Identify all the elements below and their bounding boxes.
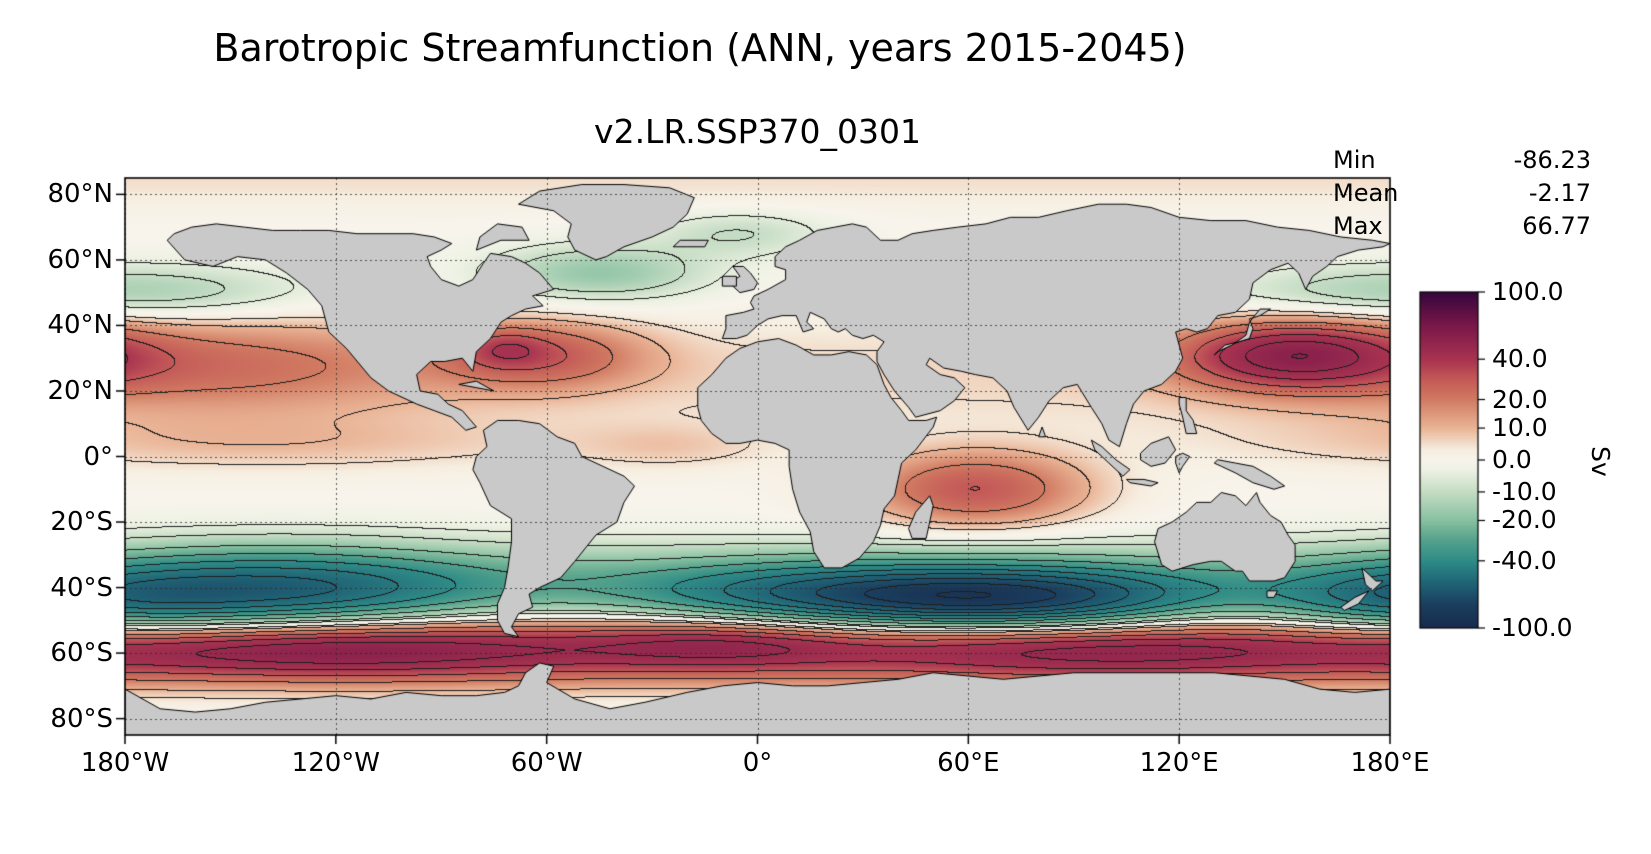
- stat-mean-label: Mean: [1333, 179, 1399, 207]
- y-axis-tick-label: 40°S: [50, 572, 113, 603]
- stat-min-value: -86.23: [1513, 146, 1591, 174]
- x-axis-tick-label: 60°W: [510, 748, 583, 778]
- stat-min-label: Min: [1333, 146, 1376, 174]
- x-axis-tick-label: 120°E: [1139, 748, 1219, 778]
- stat-row-max: Max 66.77: [1333, 210, 1591, 243]
- y-axis-tick-label: 80°N: [47, 179, 113, 210]
- x-axis-tick-label: 0°: [742, 748, 773, 778]
- y-axis-tick-label: 20°S: [50, 507, 113, 538]
- y-axis-tick-label: 20°N: [47, 375, 113, 406]
- colorbar-tick-label: -100.0: [1492, 613, 1573, 642]
- colorbar-tick-label: -40.0: [1492, 545, 1557, 575]
- chart-title: Barotropic Streamfunction (ANN, years 20…: [213, 26, 1187, 70]
- x-axis-tick-label: 60°E: [937, 748, 1000, 778]
- colorbar-tick-label: -10.0: [1492, 476, 1557, 506]
- colorbar-tick-label: 0.0: [1492, 445, 1532, 474]
- x-axis-tick-label: 120°W: [291, 748, 380, 778]
- y-axis-tick-label: 0°: [83, 441, 113, 472]
- stat-mean-value: -2.17: [1528, 179, 1591, 207]
- stats-panel: Min -86.23 Mean -2.17 Max 66.77: [1333, 144, 1591, 243]
- y-axis-tick-label: 40°N: [47, 310, 113, 341]
- colorbar-tick-label: 20.0: [1492, 384, 1548, 414]
- colorbar-tick-label: 100.0: [1492, 277, 1564, 306]
- y-axis-tick-label: 60°S: [50, 638, 113, 669]
- stat-max-label: Max: [1333, 212, 1383, 240]
- stat-row-mean: Mean -2.17: [1333, 177, 1591, 210]
- y-axis-tick-label: 60°N: [47, 244, 113, 275]
- colorbar-tick-label: 40.0: [1492, 344, 1548, 374]
- colorbar-tick-label: 10.0: [1492, 413, 1548, 443]
- stat-row-min: Min -86.23: [1333, 144, 1591, 177]
- y-axis-tick-label: 80°S: [50, 703, 113, 734]
- chart-subtitle: v2.LR.SSP370_0301: [594, 112, 921, 151]
- x-axis-tick-label: 180°W: [80, 748, 170, 778]
- stat-max-value: 66.77: [1522, 212, 1591, 240]
- x-axis-tick-label: 180°E: [1350, 748, 1430, 778]
- colorbar-tick-label: -20.0: [1492, 505, 1557, 535]
